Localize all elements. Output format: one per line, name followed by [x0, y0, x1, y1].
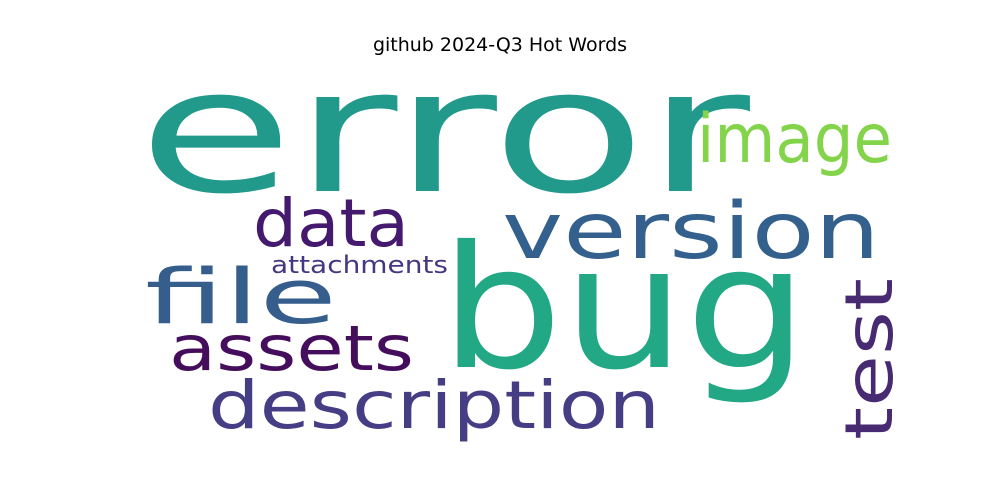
word-test: test — [831, 278, 908, 440]
word-description: description — [208, 367, 660, 444]
word-attachments: attachments — [271, 251, 448, 279]
word-data: data — [253, 185, 409, 262]
word-version: version — [502, 187, 880, 277]
word-assets: assets — [169, 312, 414, 385]
word-error: error — [138, 31, 750, 232]
word-file: file — [145, 252, 337, 341]
word-bug: bug — [440, 210, 808, 408]
word-image: image — [697, 100, 892, 179]
chart-title: github 2024-Q3 Hot Words — [372, 34, 628, 56]
